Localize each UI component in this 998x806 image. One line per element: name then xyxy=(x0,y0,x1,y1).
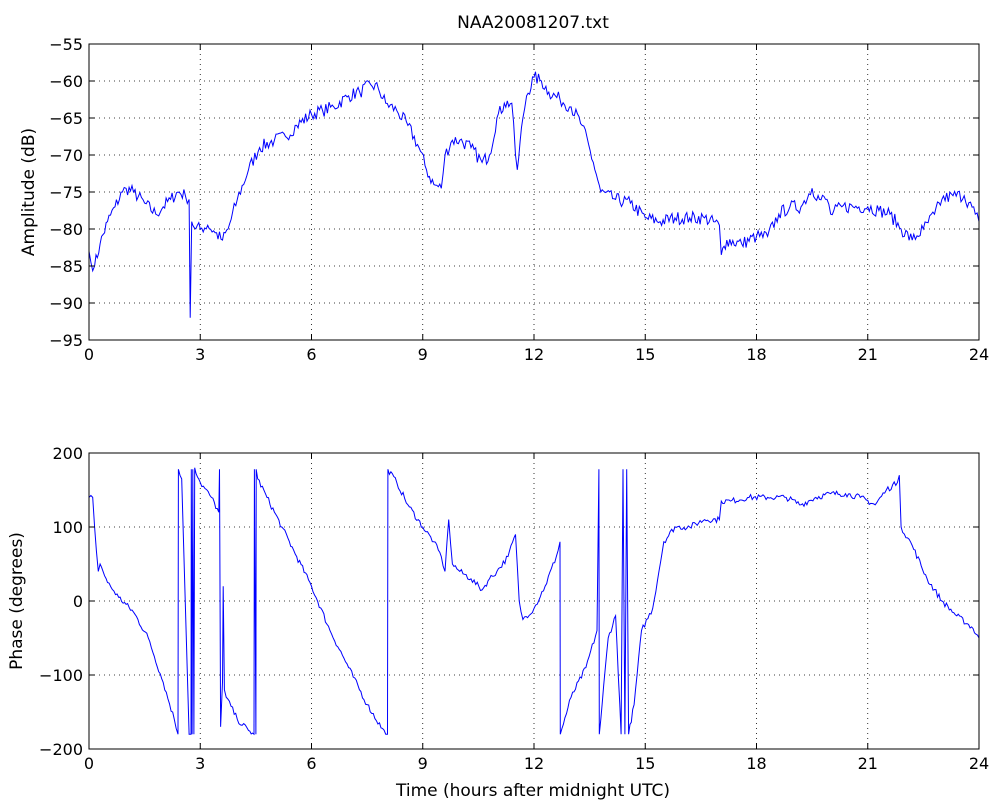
top-y-tick-label: −80 xyxy=(49,220,83,239)
top-x-tick-label: 3 xyxy=(195,345,205,364)
top-x-tick-label: 18 xyxy=(746,345,766,364)
top-y-tick-label: −60 xyxy=(49,72,83,91)
bottom-x-tick-label: 18 xyxy=(746,754,766,773)
top-x-tick-label: 6 xyxy=(306,345,316,364)
bottom-y-tick-label: −200 xyxy=(39,740,83,759)
bottom-y-tick-label: −100 xyxy=(39,666,83,685)
top-y-tick-label: −85 xyxy=(49,257,83,276)
top-chart-title: NAA20081207.txt xyxy=(457,13,609,33)
bottom-y-tick-label: 200 xyxy=(52,444,83,463)
bottom-x-tick-label: 12 xyxy=(524,754,544,773)
top-y-tick-label: −65 xyxy=(49,109,83,128)
amplitude-series-line xyxy=(88,71,980,318)
phase-series-line xyxy=(88,467,980,736)
x-axis-label: Time (hours after midnight UTC) xyxy=(395,781,670,801)
bottom-x-tick-label: 3 xyxy=(195,754,205,773)
bottom-y-axis-label: Phase (degrees) xyxy=(7,532,27,670)
bottom-tick-labels: 0 3 6 9 12 15 18 21 24 −200 −100 0 100 200 xyxy=(39,444,989,773)
top-y-tick-label: −55 xyxy=(49,35,83,54)
bottom-x-tick-label: 15 xyxy=(635,754,655,773)
bottom-panel: 0 3 6 9 12 15 18 21 24 −200 −100 0 100 200 Phase (deg… xyxy=(7,444,989,801)
top-x-tick-label: 21 xyxy=(858,345,878,364)
top-y-tick-label: −90 xyxy=(49,294,83,313)
top-y-tick-label: −75 xyxy=(49,183,83,202)
top-panel: NAA20081207.txt 0 3 6 9 12 15 18 21 24 −95 −90 −85 −… xyxy=(19,13,989,364)
bottom-x-tick-label: 9 xyxy=(418,754,428,773)
bottom-x-tick-label: 24 xyxy=(969,754,989,773)
top-x-tick-label: 12 xyxy=(524,345,544,364)
bottom-grid xyxy=(89,453,979,749)
top-grid xyxy=(89,44,979,340)
top-y-tick-label: −95 xyxy=(49,331,83,350)
bottom-y-tick-label: 0 xyxy=(73,592,83,611)
bottom-x-tick-label: 21 xyxy=(858,754,878,773)
top-x-tick-label: 15 xyxy=(635,345,655,364)
bottom-x-tick-label: 0 xyxy=(84,754,94,773)
top-y-axis-label: Amplitude (dB) xyxy=(19,128,39,256)
bottom-x-tick-label: 6 xyxy=(306,754,316,773)
top-x-tick-label: 0 xyxy=(84,345,94,364)
top-x-tick-label: 9 xyxy=(418,345,428,364)
bottom-y-tick-label: 100 xyxy=(52,518,83,537)
top-tick-labels: 0 3 6 9 12 15 18 21 24 −95 −90 −85 −80 −75 −70 −65 −60 −5… xyxy=(49,35,989,364)
top-x-tick-label: 24 xyxy=(969,345,989,364)
top-y-tick-label: −70 xyxy=(49,146,83,165)
